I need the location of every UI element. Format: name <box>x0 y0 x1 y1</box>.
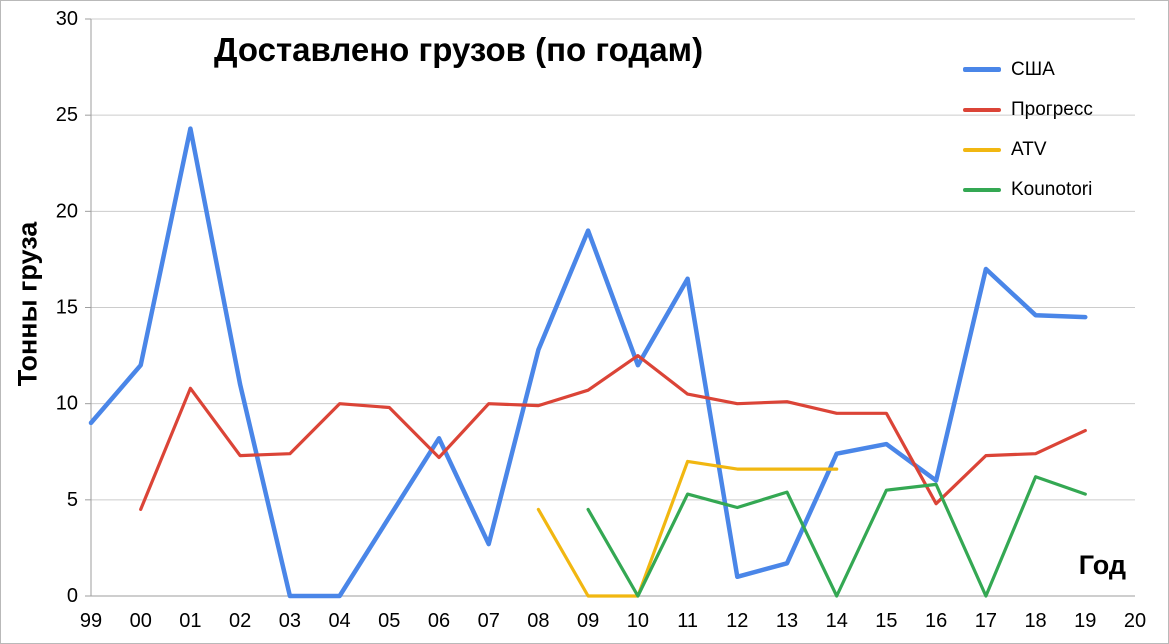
x-tick-label: 00 <box>130 610 152 632</box>
x-axis-title: Год <box>1078 550 1126 580</box>
x-tick-label: 08 <box>527 610 549 632</box>
x-tick-label: 02 <box>229 610 251 632</box>
y-tick-label: 30 <box>56 8 78 30</box>
y-axis-title: Тонны груза <box>12 221 43 387</box>
x-tick-label: 17 <box>975 610 997 632</box>
chart-title: Доставлено грузов (по годам) <box>214 31 704 68</box>
legend-item: ATV <box>963 138 1093 161</box>
x-tick-label: 15 <box>875 610 897 632</box>
y-tick-label: 10 <box>56 393 78 415</box>
y-tick-label: 25 <box>56 104 78 126</box>
x-tick-label: 12 <box>726 610 748 632</box>
x-tick-label: 03 <box>279 610 301 632</box>
legend-label: США <box>1011 58 1055 80</box>
legend-swatch <box>963 187 1001 192</box>
legend-item: США <box>963 58 1093 81</box>
legend-item: Kounotori <box>963 178 1093 201</box>
x-tick-label: 04 <box>328 610 350 632</box>
legend-label: ATV <box>1011 138 1047 160</box>
y-tick-label: 5 <box>67 489 78 511</box>
x-tick-label: 18 <box>1024 610 1046 632</box>
x-tick-label: 16 <box>925 610 947 632</box>
series-line-США <box>88 126 1088 599</box>
x-tick-label: 99 <box>80 610 102 632</box>
y-tick-label: 20 <box>56 200 78 222</box>
y-tick-label: 0 <box>67 585 78 607</box>
legend-swatch <box>963 67 1001 72</box>
series-line-Kounotori <box>586 475 1087 598</box>
x-tick-label: 13 <box>776 610 798 632</box>
y-tick-label: 15 <box>56 297 78 319</box>
x-tick-label: 05 <box>378 610 400 632</box>
x-tick-label: 19 <box>1074 610 1096 632</box>
series-line-ATV <box>536 459 839 598</box>
x-tick-label: 09 <box>577 610 599 632</box>
legend-label: Kounotori <box>1011 178 1093 200</box>
x-tick-label: 10 <box>627 610 649 632</box>
x-tick-label: 20 <box>1124 610 1146 632</box>
legend-swatch <box>963 147 1001 152</box>
x-tick-label: 11 <box>677 610 698 632</box>
legend-item: Прогресс <box>963 98 1093 121</box>
x-tick-label: 01 <box>179 610 201 632</box>
legend-label: Прогресс <box>1011 98 1093 120</box>
x-tick-label: 06 <box>428 610 450 632</box>
x-tick-label: 14 <box>826 610 848 632</box>
legend: США Прогресс ATV Kounotori <box>963 58 1093 201</box>
legend-swatch <box>963 107 1001 112</box>
x-tick-label: 07 <box>478 610 500 632</box>
series-line-Прогресс <box>139 354 1087 511</box>
